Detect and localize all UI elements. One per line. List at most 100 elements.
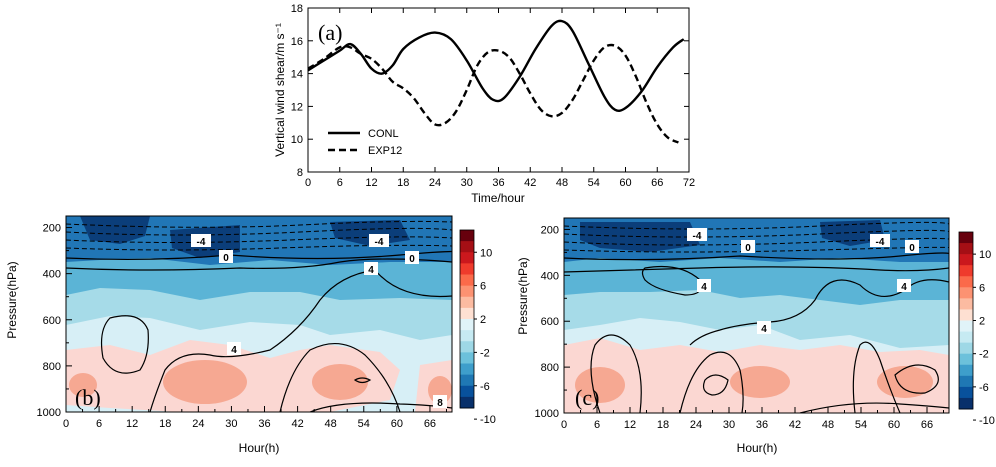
colorbar-swatch bbox=[959, 386, 973, 399]
y-tick-label: 200 bbox=[541, 224, 559, 236]
x-tick-label: 48 bbox=[325, 418, 337, 430]
colorbar-tick-label: 10 bbox=[480, 247, 492, 259]
panel-a-x-ticks: 0 6 12 18 24 30 36 42 48 54 60 66 72 bbox=[305, 8, 695, 189]
a-x-tick-label: 36 bbox=[492, 177, 504, 189]
c-contour-label: 4 bbox=[901, 282, 907, 293]
c-contour-label: 0 bbox=[909, 243, 915, 254]
panel-c-x-ticks: 0 6 12 18 24 30 36 42 48 54 60 66 bbox=[561, 407, 944, 431]
panel-c-y-ticks: 200 400 600 800 1000 bbox=[535, 224, 570, 420]
colorbar-tick-label: 2 bbox=[979, 316, 985, 328]
colorbar-tick-label: 6 bbox=[979, 282, 985, 294]
b-contour-neg-2 bbox=[66, 227, 452, 236]
x-tick-label: 54 bbox=[855, 419, 867, 431]
x-tick-label: 60 bbox=[888, 419, 900, 431]
b-blue-darkest-core-3 bbox=[330, 220, 410, 246]
colorbar-swatch bbox=[959, 320, 973, 333]
colorbar-tick-label: 10 bbox=[979, 249, 991, 261]
colorbar-swatch bbox=[460, 263, 474, 275]
b-contour-lower-right bbox=[279, 343, 401, 412]
x-tick-label: 18 bbox=[657, 419, 669, 431]
colorbar-swatch bbox=[460, 319, 474, 331]
c-contour-pos-4-upper bbox=[564, 266, 949, 273]
c-contour-label: 0 bbox=[745, 243, 751, 254]
colorbar-swatch bbox=[959, 375, 973, 388]
panel-c-colorbar: 10 6 2 -2 -6 -10 bbox=[958, 231, 995, 427]
c-contour-neg-1 bbox=[564, 221, 949, 230]
colorbar-tick-label: -2 bbox=[480, 347, 490, 359]
y-tick-label: 600 bbox=[43, 315, 61, 327]
b-contour-label: 0 bbox=[409, 254, 415, 265]
x-tick-label: 0 bbox=[561, 419, 567, 431]
b-contour-neg-1 bbox=[66, 220, 452, 228]
panel-a-y-ticks: 8 10 12 14 16 18 bbox=[291, 3, 689, 179]
b-contour-label: -4 bbox=[375, 237, 384, 248]
colorbar-swatch bbox=[460, 230, 474, 242]
colorbar-swatch bbox=[959, 232, 973, 244]
x-tick-label: 42 bbox=[291, 418, 303, 430]
a-x-tick-label: 24 bbox=[429, 177, 441, 189]
c-contour-label: -4 bbox=[876, 237, 885, 248]
x-tick-label: 12 bbox=[624, 419, 636, 431]
a-x-tick-label: 42 bbox=[524, 177, 536, 189]
colorbar-swatch bbox=[959, 342, 973, 355]
c-contour-neg-3 bbox=[564, 237, 949, 246]
b-contour-labels: -4 -4 0 0 4 4 8 bbox=[191, 234, 447, 409]
c-contour-closed-4 bbox=[641, 265, 702, 296]
x-tick-label: 30 bbox=[225, 418, 237, 430]
panel-b-y-ticks: 200 400 600 800 1000 bbox=[37, 223, 72, 419]
colorbar-swatch bbox=[959, 309, 973, 321]
colorbar-swatch bbox=[460, 241, 474, 253]
panel-a-series bbox=[307, 19, 685, 144]
a-x-tick-label: 66 bbox=[651, 177, 663, 189]
a-x-tick-label: 60 bbox=[619, 177, 631, 189]
b-pink-mid-blob-2 bbox=[312, 364, 368, 400]
panel-b-field bbox=[66, 216, 452, 412]
a-y-tick-label: 12 bbox=[291, 101, 303, 113]
c-contour-zero bbox=[564, 252, 949, 261]
x-tick-label: 0 bbox=[63, 418, 69, 430]
colorbar-tick-label: -2 bbox=[979, 349, 989, 361]
panel-b-label: (b) bbox=[75, 385, 101, 410]
y-tick-label: 200 bbox=[43, 223, 61, 235]
colorbar-swatch bbox=[460, 396, 474, 409]
c-contour-right-arc bbox=[852, 341, 901, 413]
panel-a-frame bbox=[307, 7, 690, 173]
panel-b-x-ticks: 0 6 12 18 24 30 36 42 48 54 60 66 bbox=[63, 406, 447, 430]
panel-b-colorbar: 10 6 2 -2 -6 -10 bbox=[459, 229, 496, 426]
c-contour-label: -4 bbox=[693, 231, 702, 242]
colorbar-swatch bbox=[460, 363, 474, 376]
b-pink-mid-blob-3 bbox=[69, 373, 97, 397]
legend-label-conl: CONL bbox=[368, 128, 399, 140]
colorbar-swatch bbox=[959, 276, 973, 288]
c-contour-left-arc bbox=[590, 334, 642, 413]
a-x-tick-label: 30 bbox=[461, 177, 473, 189]
x-tick-label: 30 bbox=[723, 419, 735, 431]
x-tick-label: 6 bbox=[594, 419, 600, 431]
b-contour-small-loop bbox=[353, 377, 372, 384]
b-contour-label: 0 bbox=[223, 253, 229, 264]
colorbar-tick-label: -10 bbox=[480, 414, 496, 426]
x-tick-label: 36 bbox=[756, 419, 768, 431]
series-line-conl bbox=[307, 19, 685, 112]
c-contour-bottom bbox=[799, 402, 949, 413]
panel-a-label: (a) bbox=[318, 20, 342, 45]
b-contour-label: 8 bbox=[437, 398, 443, 409]
c-contour-mid-arc bbox=[679, 351, 744, 413]
b-pink-mid-blob-1 bbox=[163, 360, 247, 404]
x-tick-label: 42 bbox=[789, 419, 801, 431]
panel-a-x-axis-label: Time/hour bbox=[471, 191, 525, 205]
c-pink-mid-blob-2 bbox=[730, 366, 790, 398]
colorbar-swatch bbox=[959, 287, 973, 299]
panel-b-contour-chart: -4 -4 0 0 4 4 8 0 6 12 18 24 30 36 42 48 54 60 66 2… bbox=[5, 215, 496, 455]
panel-a-legend: CONL EXP12 bbox=[328, 128, 402, 157]
colorbar-swatch bbox=[460, 252, 474, 264]
x-tick-label: 60 bbox=[391, 418, 403, 430]
x-tick-label: 24 bbox=[192, 418, 204, 430]
c-contour-neg-2 bbox=[564, 229, 949, 238]
panel-c-y-axis-label: Pressure(hPa) bbox=[516, 257, 530, 334]
c-contour-right-loop bbox=[894, 364, 939, 394]
c-contour-labels: -4 -4 0 0 4 4 4 bbox=[687, 228, 919, 335]
b-contour-closed-left bbox=[100, 315, 149, 374]
colorbar-tick-label: 2 bbox=[480, 314, 486, 326]
colorbar-swatch bbox=[959, 353, 973, 366]
